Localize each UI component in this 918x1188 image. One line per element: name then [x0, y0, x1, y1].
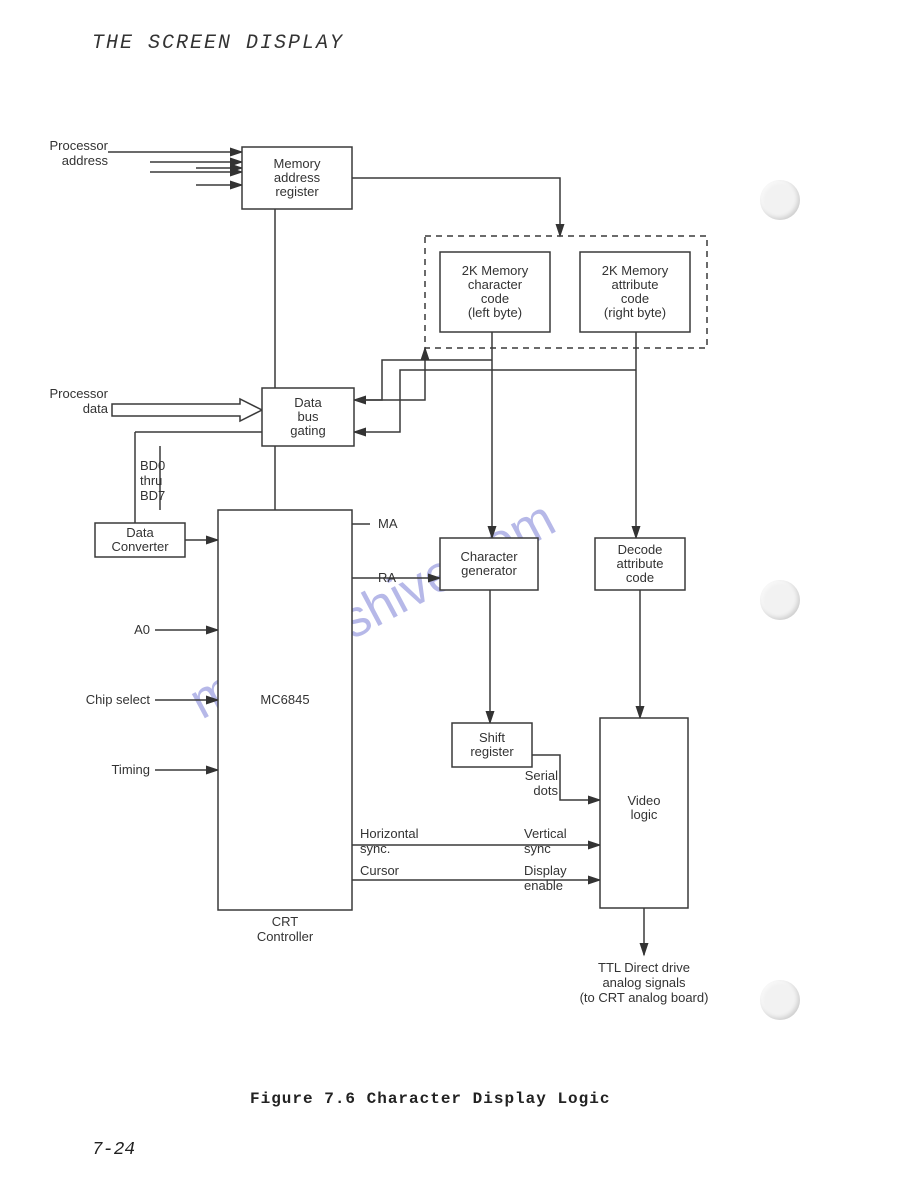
page-number: 7-24	[92, 1140, 135, 1160]
node-label: code	[481, 291, 509, 306]
diagram: Memoryaddressregister2K Memorycharacterc…	[0, 0, 918, 1188]
signal-label: (to CRT analog board)	[580, 990, 709, 1005]
figure-caption: Figure 7.6 Character Display Logic	[250, 1090, 610, 1108]
signal-label: CRT	[272, 914, 299, 929]
node-label: attribute	[617, 556, 664, 571]
node-label: register	[275, 184, 319, 199]
node-label: Character	[460, 549, 518, 564]
node-label: address	[274, 170, 321, 185]
node-crt_ctrl	[218, 510, 352, 910]
signal-label: Cursor	[360, 863, 400, 878]
signal-label: A0	[134, 622, 150, 637]
signal-label: RA	[378, 570, 396, 585]
node-label: attribute	[612, 277, 659, 292]
node-label: (right byte)	[604, 305, 666, 320]
signal-label: Processor	[49, 386, 108, 401]
node-label: register	[470, 744, 514, 759]
signal-label: Timing	[111, 762, 150, 777]
signal-label: BD0	[140, 458, 165, 473]
signal-label: MA	[378, 516, 398, 531]
signal-label: address	[62, 153, 109, 168]
node-label: gating	[290, 423, 325, 438]
signal-label: Horizontal	[360, 826, 419, 841]
signal-label: Serial	[525, 768, 558, 783]
node-label: (left byte)	[468, 305, 522, 320]
signal-label: Display	[524, 863, 567, 878]
node-label: Video	[627, 793, 660, 808]
node-label: Converter	[111, 539, 169, 554]
node-label: character	[468, 277, 523, 292]
node-label: Memory	[274, 156, 321, 171]
node-label: code	[621, 291, 649, 306]
node-label: 2K Memory	[602, 263, 669, 278]
node-label: MC6845	[260, 692, 309, 707]
signal-label: BD7	[140, 488, 165, 503]
signal-label: sync	[524, 841, 551, 856]
edge	[354, 360, 492, 400]
node-label: bus	[298, 409, 319, 424]
signal-label: Processor	[49, 138, 108, 153]
edge	[354, 348, 425, 400]
node-label: code	[626, 570, 654, 585]
node-label: Data	[294, 395, 322, 410]
node-label: logic	[631, 807, 658, 822]
node-label: 2K Memory	[462, 263, 529, 278]
node-label: Data	[126, 525, 154, 540]
edge	[354, 370, 636, 432]
signal-label: data	[83, 401, 109, 416]
node-label: Decode	[618, 542, 663, 557]
signal-label: Chip select	[86, 692, 151, 707]
signal-label: Vertical	[524, 826, 567, 841]
signal-label: TTL Direct drive	[598, 960, 690, 975]
signal-label: enable	[524, 878, 563, 893]
edge	[352, 178, 560, 236]
signal-label: sync.	[360, 841, 390, 856]
block-arrow	[112, 399, 262, 421]
node-label: Shift	[479, 730, 505, 745]
signal-label: thru	[140, 473, 162, 488]
signal-label: analog signals	[602, 975, 686, 990]
node-label: generator	[461, 563, 517, 578]
signal-label: dots	[533, 783, 558, 798]
signal-label: Controller	[257, 929, 314, 944]
